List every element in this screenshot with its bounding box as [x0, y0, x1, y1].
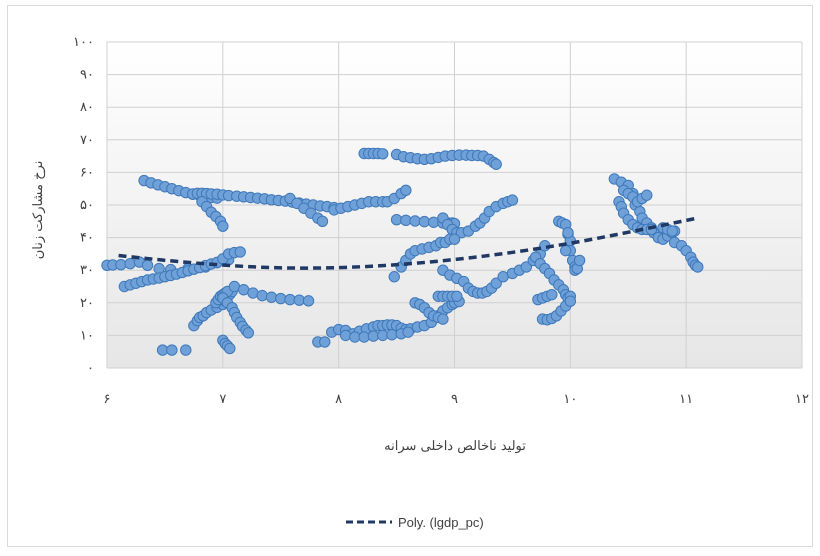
x-tick-label: ۸	[335, 392, 342, 407]
data-point	[451, 290, 463, 302]
trendline	[118, 216, 699, 270]
data-point	[666, 225, 678, 237]
y-tick-label: ۱۰	[80, 328, 94, 343]
data-point	[376, 148, 389, 160]
data-point	[217, 220, 229, 232]
data-point	[506, 194, 519, 206]
y-tick-label: ۵۰	[80, 198, 94, 213]
y-tick-label: ۱۰۰	[73, 35, 94, 50]
y-axis-ticks: ۰ ۱۰ ۲۰ ۳۰ ۴۰ ۵۰ ۶۰ ۷۰ ۸۰ ۹۰ ۱۰۰	[73, 35, 94, 376]
y-tick-label: ۳۰	[80, 263, 94, 278]
y-tick-label: ۰	[87, 361, 94, 376]
y-tick-label: ۴۰	[80, 231, 94, 246]
data-point	[448, 233, 461, 245]
data-point	[400, 184, 412, 197]
x-axis-ticks: ۶ ۷ ۸ ۹ ۱۰ ۱۱ ۱۲	[104, 392, 809, 407]
data-point	[180, 344, 192, 356]
y-tick-label: ۷۰	[80, 133, 94, 148]
data-point	[166, 344, 178, 356]
data-point	[242, 327, 255, 339]
y-tick-label: ۲۰	[80, 296, 94, 311]
data-point	[562, 227, 574, 239]
data-point	[564, 295, 577, 307]
x-tick-label: ۹	[451, 392, 458, 407]
data-point	[641, 189, 653, 201]
y-tick-label: ۹۰	[80, 68, 94, 83]
data-point	[234, 246, 246, 258]
data-point	[546, 288, 558, 301]
y-tick-label: ۶۰	[80, 165, 94, 180]
data-point	[316, 215, 329, 228]
x-tick-label: ۷	[219, 392, 226, 407]
data-point	[490, 158, 502, 170]
trendline-layer	[118, 216, 699, 270]
data-point	[573, 254, 586, 267]
y-tick-label: ۸۰	[80, 100, 94, 115]
data-point	[692, 261, 704, 273]
x-axis-title: تولید ناخالص داخلی سرانه	[384, 439, 526, 454]
data-point	[388, 271, 400, 283]
y-axis-title: نرخ مشارکت زنان	[31, 161, 46, 260]
chart-frame	[7, 5, 813, 547]
data-point	[302, 295, 315, 307]
x-tick-label: ۱۲	[795, 392, 809, 407]
data-point	[490, 277, 502, 289]
data-point	[224, 342, 236, 355]
data-point	[402, 326, 414, 338]
legend-label: Poly. (lgdp_pc)	[398, 515, 484, 530]
data-point	[520, 261, 533, 273]
legend: Poly. (lgdp_pc)	[346, 515, 484, 530]
x-tick-label: ۱۰	[563, 392, 577, 407]
x-tick-label: ۱۱	[679, 392, 693, 407]
data-points	[101, 147, 704, 356]
x-tick-label: ۶	[104, 392, 111, 407]
data-point	[437, 313, 449, 325]
data-point	[319, 336, 331, 348]
